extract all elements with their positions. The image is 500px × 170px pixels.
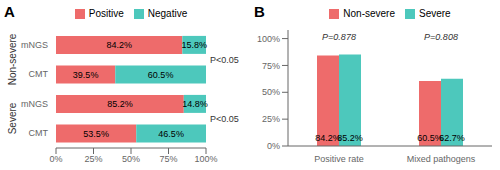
- svg-text:CMT: CMT: [29, 69, 49, 79]
- svg-text:53.5%: 53.5%: [83, 129, 109, 139]
- svg-text:39.5%: 39.5%: [73, 70, 99, 80]
- svg-text:15.8%: 15.8%: [181, 40, 207, 50]
- svg-text:25%: 25%: [84, 154, 102, 164]
- svg-text:75%: 75%: [159, 154, 177, 164]
- svg-text:P=0.808: P=0.808: [424, 32, 458, 42]
- svg-text:60.5%: 60.5%: [417, 133, 443, 143]
- svg-text:85.2%: 85.2%: [337, 133, 363, 143]
- svg-text:P<0.05: P<0.05: [210, 114, 239, 124]
- svg-text:0%: 0%: [49, 154, 62, 164]
- svg-text:50%: 50%: [262, 87, 280, 97]
- html-text:Positive: Positive: [88, 8, 124, 19]
- svg-text:75%: 75%: [262, 61, 280, 71]
- svg-text:85.2%: 85.2%: [107, 99, 133, 109]
- svg-text:mNGS: mNGS: [21, 99, 48, 109]
- svg-text:14.8%: 14.8%: [182, 99, 208, 109]
- svg-text:100%: 100%: [194, 154, 217, 164]
- svg-text:84.2%: 84.2%: [106, 40, 132, 50]
- svg-text:Mixed pathogens: Mixed pathogens: [407, 154, 476, 164]
- html-text:Severe: Severe: [419, 8, 451, 19]
- html-text:Negative: Negative: [147, 8, 188, 19]
- html-text:Non-severe: Non-severe: [343, 8, 395, 19]
- svg-text:100%: 100%: [257, 34, 280, 44]
- svg-text:Non-severe: Non-severe: [8, 33, 18, 85]
- svg-text:Positive rate: Positive rate: [314, 154, 364, 164]
- svg-text:60.5%: 60.5%: [148, 70, 174, 80]
- svg-text:CMT: CMT: [29, 128, 49, 138]
- svg-text:Severe: Severe: [8, 102, 18, 134]
- svg-text:84.2%: 84.2%: [315, 133, 341, 143]
- svg-text:25%: 25%: [262, 114, 280, 124]
- svg-text:P<0.05: P<0.05: [210, 55, 239, 65]
- html-text:A: A: [4, 3, 15, 20]
- svg-text:P=0.878: P=0.878: [322, 32, 356, 42]
- svg-text:0%: 0%: [267, 141, 280, 151]
- html-text:B: B: [254, 3, 265, 20]
- svg-text:50%: 50%: [122, 154, 140, 164]
- svg-text:46.5%: 46.5%: [158, 129, 184, 139]
- svg-text:mNGS: mNGS: [21, 40, 48, 50]
- svg-text:62.7%: 62.7%: [439, 133, 465, 143]
